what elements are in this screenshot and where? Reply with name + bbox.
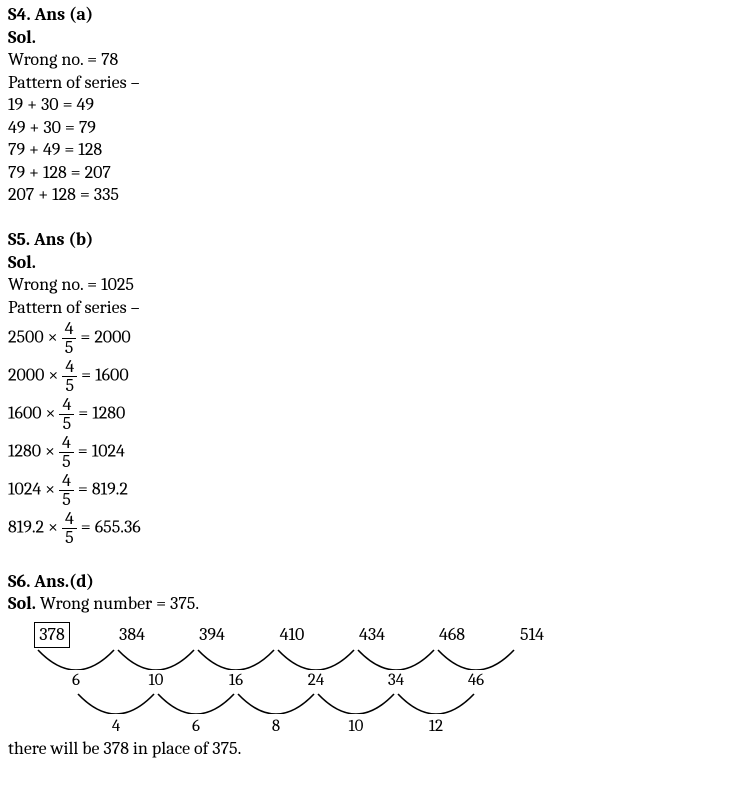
s4-wrong: Wrong no. = 78 (8, 49, 744, 72)
s6-conclusion: there will be 378 in place of 375. (8, 738, 744, 761)
difference-label: 46 (436, 670, 516, 691)
eq-lhs: 2000 × (8, 365, 62, 386)
s6-sol-label: Sol. (8, 593, 40, 614)
eq-rhs: = 819.2 (74, 479, 128, 500)
s6-wrong: Wrong number = 375. (40, 593, 199, 614)
fraction: 45 (62, 510, 77, 547)
second-difference-label: 12 (396, 716, 476, 737)
fraction-equation: 2000 × 45 = 1600 (8, 358, 744, 395)
second-difference-label: 6 (156, 716, 236, 737)
s4-pattern: Pattern of series – (8, 72, 744, 95)
difference-label: 16 (196, 670, 276, 691)
fraction: 45 (59, 434, 74, 471)
sequence-number: 384 (92, 624, 172, 647)
fraction-denominator: 5 (59, 453, 74, 471)
sequence-number: 394 (172, 624, 252, 647)
s5-header: S5. Ans (b) (8, 229, 744, 252)
eq-rhs: = 1280 (74, 403, 125, 424)
s6-diagram: 378384394410434468514 61016243446 468101… (8, 622, 744, 739)
second-difference-label: 4 (76, 716, 156, 737)
s4-line: 207 + 128 = 335 (8, 184, 744, 207)
fraction-equation: 1600 × 45 = 1280 (8, 396, 744, 433)
s4-block: S4. Ans (a) Sol. Wrong no. = 78 Pattern … (8, 4, 744, 207)
s4-sol-label: Sol. (8, 27, 744, 50)
fraction: 45 (59, 396, 74, 433)
second-difference-arc: 6 (156, 692, 236, 738)
fraction: 45 (62, 358, 77, 395)
arc-row-2: 4681012 (8, 692, 744, 738)
eq-rhs: = 2000 (76, 327, 130, 348)
fraction: 45 (62, 320, 77, 357)
second-difference-arc: 8 (236, 692, 316, 738)
fraction-equation: 819.2 × 45 = 655.36 (8, 510, 744, 547)
fraction-denominator: 5 (62, 339, 77, 357)
eq-rhs: = 655.36 (77, 517, 141, 538)
s4-line: 79 + 49 = 128 (8, 139, 744, 162)
second-difference-label: 8 (236, 716, 316, 737)
fraction-denominator: 5 (59, 415, 74, 433)
fraction-denominator: 5 (62, 529, 77, 547)
difference-arc: 34 (356, 648, 436, 692)
eq-lhs: 1600 × (8, 403, 59, 424)
difference-label: 24 (276, 670, 356, 691)
eq-lhs: 1280 × (8, 441, 59, 462)
eq-rhs: = 1024 (74, 441, 125, 462)
eq-rhs: = 1600 (77, 365, 128, 386)
difference-arc: 10 (116, 648, 196, 692)
second-difference-arc: 10 (316, 692, 396, 738)
fraction-equation: 1024 × 45 = 819.2 (8, 472, 744, 509)
s5-sol-label: Sol. (8, 252, 744, 275)
s5-wrong: Wrong no. = 1025 (8, 274, 744, 297)
difference-arc: 46 (436, 648, 516, 692)
s5-pattern: Pattern of series – (8, 297, 744, 320)
s4-line: 49 + 30 = 79 (8, 117, 744, 140)
sequence-number: 514 (492, 624, 572, 647)
fraction-denominator: 5 (62, 377, 77, 395)
eq-lhs: 2500 × (8, 327, 62, 348)
sequence-number: 410 (252, 624, 332, 647)
difference-arc: 24 (276, 648, 356, 692)
s5-block: S5. Ans (b) Sol. Wrong no. = 1025 Patter… (8, 229, 744, 547)
difference-label: 6 (36, 670, 116, 691)
fraction: 45 (59, 472, 74, 509)
difference-label: 34 (356, 670, 436, 691)
fraction-equation: 1280 × 45 = 1024 (8, 434, 744, 471)
difference-arc: 16 (196, 648, 276, 692)
difference-arc: 6 (36, 648, 116, 692)
arc-row-1: 61016243446 (8, 648, 744, 692)
s4-header: S4. Ans (a) (8, 4, 744, 27)
eq-lhs: 1024 × (8, 479, 59, 500)
s6-block: S6. Ans.(d) Sol. Wrong number = 375. 378… (8, 571, 744, 761)
second-difference-arc: 12 (396, 692, 476, 738)
s6-sol-line: Sol. Wrong number = 375. (8, 593, 744, 616)
s4-line: 79 + 128 = 207 (8, 162, 744, 185)
difference-label: 10 (116, 670, 196, 691)
sequence-row: 378 384394410434468514 (8, 622, 744, 649)
boxed-number: 378 (34, 622, 70, 649)
second-difference-label: 10 (316, 716, 396, 737)
s4-line: 19 + 30 = 49 (8, 94, 744, 117)
sequence-number: 378 (12, 622, 92, 649)
sequence-number: 434 (332, 624, 412, 647)
s6-header: S6. Ans.(d) (8, 571, 744, 594)
second-difference-arc: 4 (76, 692, 156, 738)
sequence-number: 468 (412, 624, 492, 647)
fraction-denominator: 5 (59, 491, 74, 509)
eq-lhs: 819.2 × (8, 517, 62, 538)
fraction-equation: 2500 × 45 = 2000 (8, 320, 744, 357)
